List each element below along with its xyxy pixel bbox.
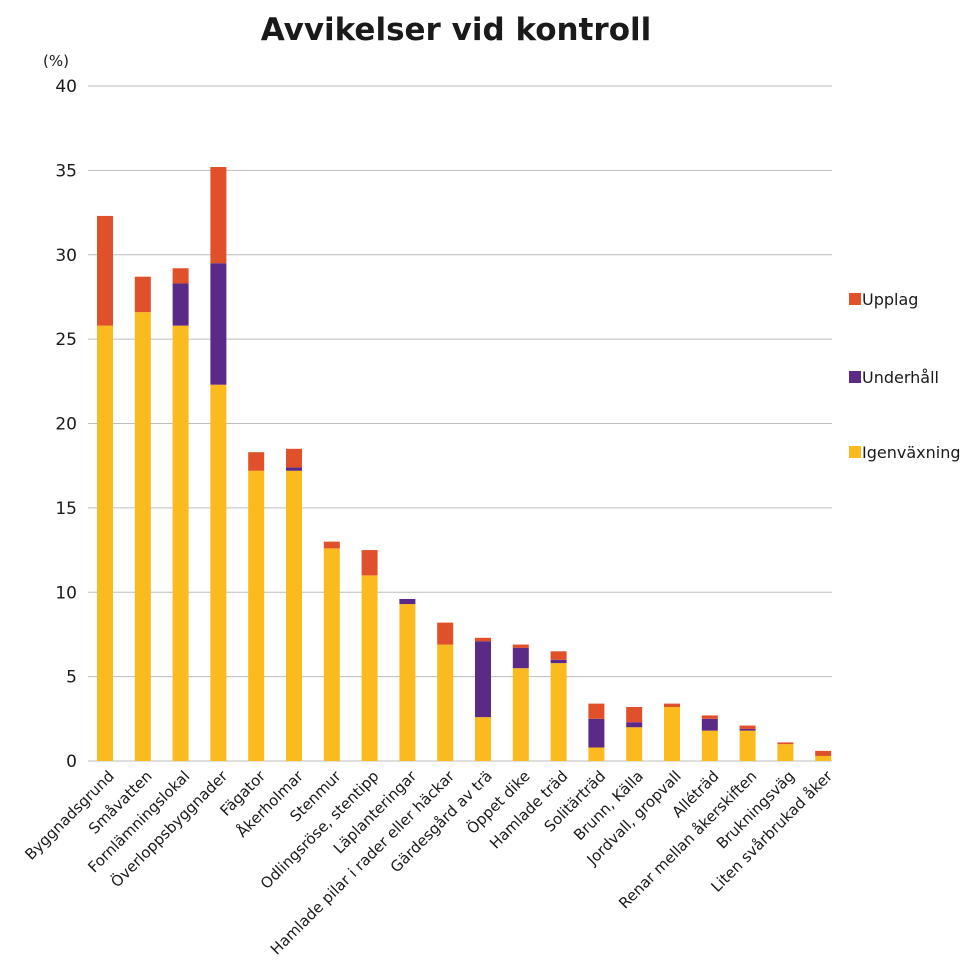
bar-segment-upplag [588,703,605,719]
bar-segment-upplag [815,750,832,756]
y-tick-label: 35 [55,161,77,181]
bar-segment-igenväxning [361,575,378,761]
y-tick-label: 20 [55,415,77,435]
chart-title: Avvikelser vid kontroll [261,12,652,48]
bar-segment-igenväxning [248,470,265,761]
bar-segment-upplag [475,637,491,642]
bar-segment-igenväxning [550,663,567,761]
y-tick-label: 0 [66,752,77,772]
bar-segment-igenväxning [172,325,189,761]
bar-segment-igenväxning [286,470,302,761]
bar-segment-upplag [248,452,265,471]
bar-segment-upplag [172,268,189,284]
y-tick-label: 10 [55,583,77,603]
bar-segment-upplag [512,644,529,648]
bar-segment-underhåll [210,263,227,385]
gridlines [88,85,832,762]
bar-segment-underhåll [550,659,567,664]
bar-segment-upplag [437,622,454,645]
bar-segment-upplag [134,276,151,313]
bar-segment-igenväxning [777,744,794,761]
y-axis-ticks: 0 5 10 15 20 25 30 35 40 [55,77,77,772]
bar-segment-underhåll [286,467,302,471]
bar-segment-underhåll [701,718,718,731]
bar-segment-underhåll [512,647,529,669]
bar-segment-igenväxning [97,325,113,761]
legend-swatch-upplag [849,293,861,305]
legend-swatch-underhåll [849,371,861,383]
bar-segment-igenväxning [739,730,756,761]
y-tick-label: 25 [55,330,77,350]
bar-segment-igenväxning [323,548,340,761]
y-tick-label: 15 [55,499,77,519]
legend-label: Upplag [862,290,918,309]
bar-segment-upplag [777,742,794,745]
y-tick-label: 5 [66,668,77,688]
bar-segment-upplag [286,448,302,468]
bar-segment-upplag [664,703,680,707]
bar-segment-underhåll [739,728,756,731]
bar-segment-upplag [361,550,378,576]
bar-segment-upplag [210,167,227,264]
bar-segment-upplag [323,541,340,549]
bar-segment-igenväxning [664,707,680,761]
bar-segment-igenväxning [701,730,718,761]
bar-segment-igenväxning [626,727,643,761]
bar-segment-igenväxning [588,747,605,761]
bar-segment-igenväxning [475,717,491,761]
bar-segment-igenväxning [815,755,832,761]
y-tick-label: 30 [55,246,77,266]
bar-segment-upplag [626,707,643,723]
legend: Upplag Underhåll Igenväxning [849,290,960,462]
y-tick-label: 40 [55,77,77,97]
bar-segment-igenväxning [210,384,227,761]
bar-segment-igenväxning [512,668,529,761]
bar-segment-igenväxning [437,644,454,761]
bar-segment-underhåll [588,718,605,748]
bar-segment-igenväxning [134,312,151,761]
bars [97,167,832,761]
bar-segment-underhåll [172,283,189,326]
bar-segment-upplag [97,215,113,326]
legend-label: Igenväxning [862,443,960,462]
bar-segment-underhåll [399,599,416,605]
bar-segment-upplag [739,725,756,729]
x-axis-ticks: ByggnadsgrundSmåvattenFornlämningslokalÖ… [21,766,836,958]
bar-segment-upplag [550,651,567,660]
y-axis-unit: (%) [43,52,69,70]
bar-segment-underhåll [626,722,643,728]
legend-label: Underhåll [862,368,939,387]
bar-segment-upplag [701,715,718,719]
bar-segment-underhåll [475,641,491,718]
bar-segment-igenväxning [399,604,416,761]
legend-swatch-igenväxning [849,446,861,458]
